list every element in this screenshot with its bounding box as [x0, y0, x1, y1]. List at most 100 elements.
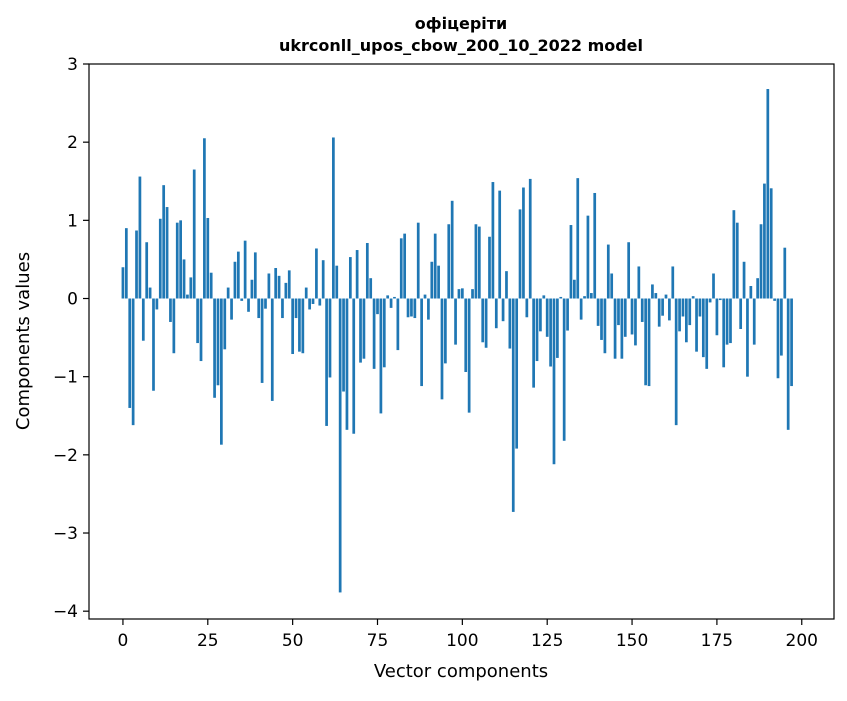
bar [352, 298, 356, 434]
bar [250, 279, 254, 299]
bar [545, 298, 549, 337]
bar [376, 298, 379, 315]
bar [433, 233, 437, 299]
bar [617, 298, 620, 326]
bar [508, 298, 512, 349]
bar-series [121, 89, 793, 593]
bar [430, 261, 434, 299]
y-tick-label: −2 [53, 446, 78, 466]
x-tick-label: 125 [531, 631, 563, 651]
bar [121, 267, 125, 299]
bar [786, 298, 790, 430]
bar [763, 183, 766, 299]
bar [773, 298, 776, 301]
bar [746, 298, 749, 377]
bar [501, 298, 505, 322]
bar [284, 282, 288, 299]
bar [498, 190, 502, 299]
bar [522, 187, 525, 299]
bar [260, 298, 264, 383]
bar [630, 298, 634, 335]
bar [678, 298, 681, 332]
bar [698, 298, 702, 317]
plot-frame [88, 63, 835, 620]
bar [332, 137, 335, 299]
bar [596, 298, 600, 326]
bar [525, 298, 529, 318]
bar [542, 295, 546, 299]
chart-title-line-2: ukrconll_upos_cbow_200_10_2022 model [279, 36, 643, 55]
bar [267, 273, 271, 299]
bar [556, 298, 559, 358]
bar [281, 298, 284, 319]
bar [406, 298, 410, 318]
bar [413, 298, 417, 319]
x-tick-label: 150 [616, 631, 648, 651]
y-axis-label: Components values [13, 252, 34, 430]
bar [274, 268, 278, 299]
bar [664, 294, 668, 299]
bar [454, 298, 457, 345]
bar [756, 278, 759, 299]
bar [192, 169, 196, 299]
bar [484, 298, 488, 348]
bar [708, 298, 712, 303]
bar [749, 286, 753, 299]
bar [148, 287, 152, 299]
bar [674, 298, 678, 426]
bar [515, 298, 519, 449]
bar [600, 298, 603, 340]
bar [427, 298, 430, 320]
bar [145, 242, 149, 299]
bar [634, 298, 637, 346]
bar [264, 298, 267, 309]
bar [277, 275, 281, 299]
bar [420, 298, 423, 387]
bar [382, 298, 386, 368]
bar [220, 298, 223, 445]
bar [338, 298, 342, 593]
bar [270, 298, 274, 401]
bar [477, 226, 481, 299]
bar [369, 278, 373, 299]
bar [216, 298, 220, 386]
bar [790, 298, 793, 387]
bar [518, 209, 522, 299]
bar [623, 298, 627, 337]
bar [647, 298, 651, 387]
bar [172, 298, 176, 354]
bar [613, 298, 617, 359]
x-tick-label: 0 [118, 631, 129, 651]
bar [203, 138, 206, 299]
bar [586, 215, 590, 299]
bar [386, 295, 390, 299]
bar [162, 185, 166, 299]
bar [705, 298, 709, 369]
bar [681, 298, 685, 317]
bar [301, 298, 305, 354]
bar [308, 298, 311, 310]
bar [294, 298, 298, 319]
bar [138, 176, 142, 299]
bar [247, 298, 250, 312]
bar [671, 266, 675, 299]
x-tick-label: 50 [282, 631, 304, 651]
bar [627, 242, 631, 299]
bar [325, 298, 328, 426]
bar [457, 289, 461, 299]
y-tick-label: −4 [53, 602, 78, 622]
bar [233, 261, 237, 299]
bar [230, 298, 233, 320]
y-tick-label: 1 [67, 211, 78, 231]
bar [549, 298, 552, 367]
bar [440, 298, 444, 400]
bar [766, 89, 770, 299]
bar [328, 298, 332, 378]
x-tick-label: 175 [701, 631, 733, 651]
bar [423, 294, 427, 299]
bar [610, 273, 614, 299]
bar [637, 266, 641, 299]
bar [589, 293, 593, 299]
bar [481, 298, 485, 343]
